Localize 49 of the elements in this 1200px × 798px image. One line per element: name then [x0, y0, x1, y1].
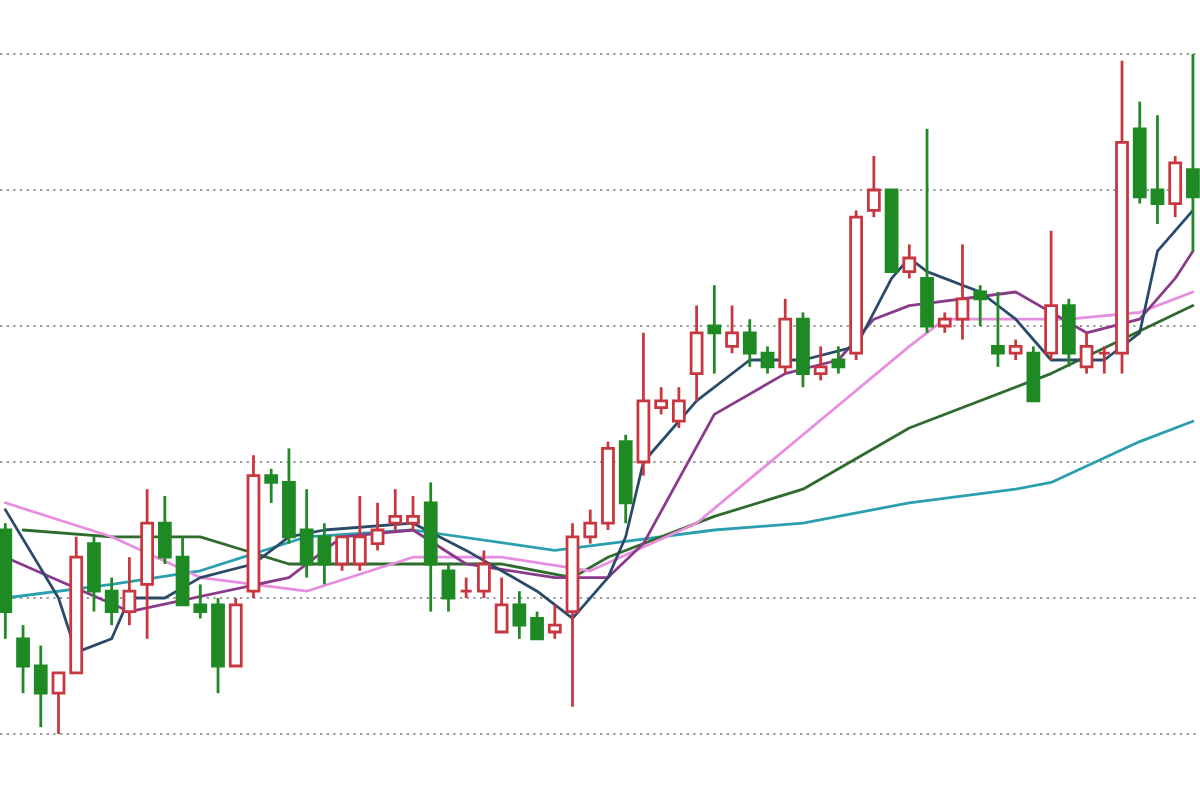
- candlestick: [16, 623, 30, 695]
- candlestick: [1044, 229, 1058, 362]
- candlestick: [1186, 52, 1200, 253]
- candlestick: [1026, 345, 1041, 403]
- candlestick: [512, 589, 527, 641]
- candlestick: [1150, 113, 1165, 226]
- candlestick: [122, 555, 137, 627]
- candlestick: [671, 385, 686, 430]
- candlestick: [104, 576, 119, 627]
- candlestick: [707, 283, 722, 375]
- candlestick: [689, 304, 704, 403]
- candlestick: [335, 535, 349, 573]
- candlestick: [1168, 154, 1183, 219]
- candlestick: [973, 283, 988, 328]
- candlestick: [955, 243, 970, 341]
- candlestick: [406, 494, 420, 532]
- candlestick: [87, 535, 101, 613]
- candlestick: [760, 345, 775, 375]
- candlestick: [157, 494, 172, 566]
- candlestick: [937, 311, 952, 335]
- candlestick: [352, 494, 367, 573]
- candlestick: [530, 610, 544, 641]
- candlestick: [991, 290, 1005, 369]
- candlestick: [477, 549, 491, 600]
- candlestick: [441, 562, 456, 613]
- candlestick: [494, 576, 509, 634]
- candlestick: [370, 501, 385, 552]
- candlestick: [33, 644, 48, 729]
- candlestick: [1097, 345, 1112, 375]
- candlestick: [175, 535, 190, 607]
- candlestick: [193, 583, 208, 620]
- candlestick: [654, 385, 669, 416]
- candlestick: [813, 345, 828, 382]
- candlestick: [866, 154, 881, 219]
- candlestick: [902, 243, 917, 280]
- candlestick: [831, 345, 846, 375]
- candlestick: [778, 297, 793, 375]
- candlestick: [742, 317, 757, 369]
- candlestick: [1079, 331, 1094, 375]
- candlestick: [725, 304, 739, 355]
- candlestick: [459, 576, 474, 600]
- candlestick: [388, 487, 403, 532]
- candlestick: [1008, 338, 1023, 362]
- candlestick: [920, 127, 934, 335]
- candlestick: [264, 467, 279, 505]
- candlestick: [547, 603, 562, 641]
- candlestick: [51, 671, 66, 736]
- candlestick: [583, 508, 598, 545]
- candlestick: [1061, 297, 1076, 369]
